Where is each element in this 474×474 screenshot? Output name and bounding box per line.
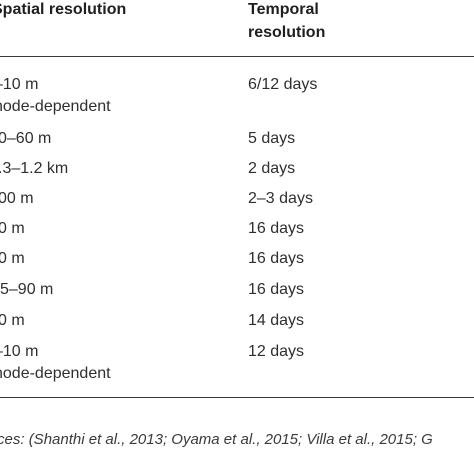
table-header-temporal-line1: Temporal — [248, 1, 319, 18]
footnote-prefix: rces: — [0, 431, 25, 448]
table-row-3-spatial: .3–1.2 km — [0, 160, 69, 177]
table-row-7-temporal: 16 days — [248, 281, 305, 298]
table-row-6-spatial: 0 m — [0, 250, 25, 267]
header-rule — [0, 56, 474, 57]
table-row-1-spatial-line2: node-dependent — [0, 98, 111, 115]
table-row-2-spatial: 0–60 m — [0, 130, 52, 147]
table-header-temporal-line2: resolution — [248, 24, 326, 41]
table-row-5-spatial: 0 m — [0, 220, 25, 237]
table-row-1-spatial-line1: –10 m — [0, 76, 39, 93]
table-row-3-temporal: 2 days — [248, 160, 296, 177]
table-footnote: rces: (Shanthi et al., 2013; Oyama et al… — [0, 430, 433, 450]
table-row-5-temporal: 16 days — [248, 220, 305, 237]
table-row-6-temporal: 16 days — [248, 250, 305, 267]
table-row-9-spatial-line2: node-dependent — [0, 365, 111, 382]
table-header-spatial: Spatial resolution — [0, 1, 127, 18]
table-row-9-spatial-line1: –10 m — [0, 343, 39, 360]
table-row-1-spatial: –10 m node-dependent — [0, 74, 111, 118]
footnote-citations: (Shanthi et al., 2013; Oyama et al., 201… — [28, 431, 433, 448]
table-row-9-spatial: –10 m node-dependent — [0, 341, 111, 385]
table-row-9-temporal: 12 days — [248, 343, 305, 360]
table-row-7-spatial: 5–90 m — [0, 281, 54, 298]
table-row-1-temporal: 6/12 days — [248, 76, 318, 93]
table-row-4-temporal: 2–3 days — [248, 190, 313, 207]
table-row-4-spatial: 00 m — [0, 190, 34, 207]
table-bottom-rule — [0, 397, 474, 398]
table-row-8-temporal: 14 days — [248, 312, 305, 329]
table-row-8-spatial: 0 m — [0, 312, 25, 329]
table-row-2-temporal: 5 days — [248, 130, 296, 147]
table-header-temporal: Temporal resolution — [248, 0, 378, 44]
